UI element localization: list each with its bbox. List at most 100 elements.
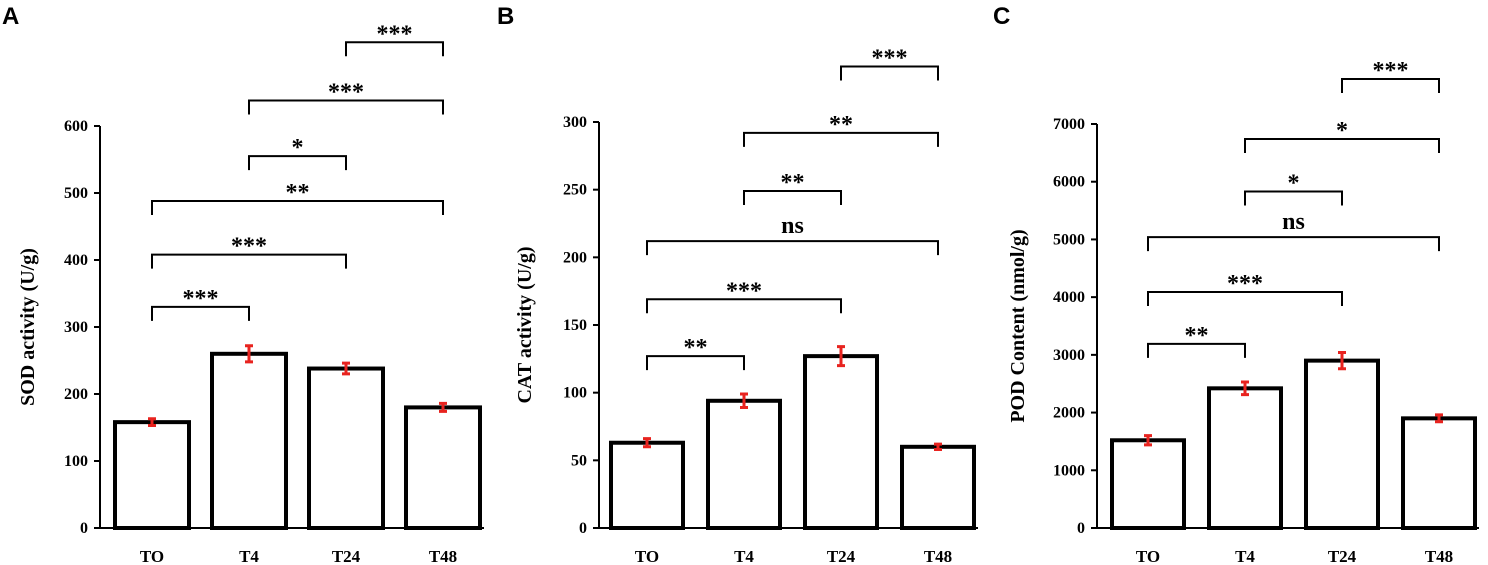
panel-c-error-bar-t48	[1435, 413, 1443, 424]
panel-b-bar-t48	[900, 444, 976, 530]
panel-a-bar-t48	[404, 405, 482, 530]
panel-b-letter: B	[497, 3, 514, 30]
panel-c-significance-label: **	[1185, 323, 1209, 349]
panel-b-y-tick-label: 200	[563, 249, 587, 266]
panel-a-y-axis-title: SOD activity (U/g)	[17, 248, 39, 406]
panel-b-error-bar-t48	[934, 442, 942, 452]
panel-a-y-tick-label: 0	[80, 520, 88, 537]
panel-b-x-tick-label-t48: T48	[924, 547, 952, 565]
panel-a-significance-bracket	[248, 99, 444, 115]
panel-a-significance-label: *	[292, 135, 304, 161]
panel-b-y-axis-title: CAT activity (U/g)	[514, 246, 536, 403]
panel-c-y-tick-label: 4000	[1053, 289, 1085, 306]
panel-b-bar-t4	[706, 398, 782, 530]
panel-c-significance-bracket	[1147, 290, 1343, 306]
panel-a-x-tick-label-t4: T4	[239, 547, 259, 565]
panel-a-error-bar-t4	[245, 344, 253, 364]
panel-c-x-tick-label-t48: T48	[1425, 547, 1453, 565]
panel-a-significance-label: **	[286, 180, 310, 206]
panel-b-significance-bracket	[743, 190, 842, 206]
panel-a-significance-label: ***	[231, 234, 267, 260]
panel-b-significance-bracket	[840, 65, 939, 81]
panel-b-y-tick-label: 0	[579, 520, 587, 537]
panel-b-significance-bracket	[646, 240, 939, 256]
panel-c-error-bar-t4	[1241, 380, 1249, 397]
panel-c-significance-label: ns	[1282, 209, 1305, 235]
panel-a-y-tick-label: 400	[64, 252, 88, 269]
panel-a-y-tick-label: 300	[64, 319, 88, 336]
panel-a-significance-label: ***	[377, 21, 413, 47]
panel-b-y-tick-label: 50	[571, 452, 587, 469]
panel-b-y-tick-label: 300	[563, 114, 587, 131]
panel-a-bar-t4	[210, 351, 288, 530]
panel-c-y-tick-label: 2000	[1053, 405, 1085, 422]
panel-c-bar-t48	[1401, 416, 1477, 531]
panel-a-significance-label: ***	[183, 286, 219, 312]
panel-a-y-tick-label: 500	[64, 185, 88, 202]
panel-b-y-tick-label: 100	[563, 385, 587, 402]
panel-a-x-tick-label-to: TO	[140, 547, 164, 565]
panel-c-error-bar-to	[1144, 434, 1152, 447]
panel-a-y-tick-label: 200	[64, 386, 88, 403]
panel-a-y-tick-label: 100	[64, 453, 88, 470]
panel-c-bar-t4	[1207, 386, 1283, 530]
panel-c-x-tick-label-t4: T4	[1235, 547, 1255, 565]
panel-c-y-axis-title: POD Content (nmol/g)	[1007, 229, 1029, 422]
panel-c-significance-label: ***	[1227, 271, 1263, 297]
panel-a-error-bar-t24	[342, 361, 350, 376]
panel-b-error-bar-t24	[837, 345, 845, 368]
panel-b-bar-t24	[803, 354, 879, 531]
panel-b-significance-label: **	[684, 335, 708, 361]
panel-b-significance-bracket	[646, 298, 842, 314]
panel-a-error-bar-to	[148, 417, 156, 427]
panel-a-x-tick-label-t24: T24	[332, 547, 361, 565]
panel-c-y-tick-label: 0	[1077, 520, 1085, 537]
panel-b-significance-label: ***	[872, 46, 908, 72]
panel-c-significance-bracket	[1244, 190, 1343, 206]
panel-b-error-bar-to	[643, 437, 651, 449]
panel-c-significance-label: *	[1288, 171, 1300, 197]
panel-c-significance-bracket	[1244, 138, 1440, 154]
panel-c-y-tick-label: 5000	[1053, 231, 1085, 248]
panel-c-x-tick-label-to: TO	[1136, 547, 1160, 565]
panel-c-error-bar-t24	[1338, 351, 1346, 371]
panel-a-bar-t24	[307, 366, 385, 531]
panel-c-significance-label: ***	[1373, 58, 1409, 84]
panel-b-significance-label: **	[829, 112, 853, 138]
panel-c-y-tick-label: 1000	[1053, 462, 1085, 479]
panel-b-significance-label: ns	[781, 213, 804, 239]
panel-b-bar-to	[609, 440, 685, 530]
panel-b-y-tick-label: 250	[563, 182, 587, 199]
panel-b-x-tick-label-t24: T24	[827, 547, 856, 565]
panel-c-significance-bracket	[1147, 236, 1440, 252]
panel-b-significance-label: ***	[726, 278, 762, 304]
panel-c-bar-to	[1110, 438, 1186, 531]
panel-a-significance-bracket	[151, 305, 250, 321]
panel-b-x-tick-label-t4: T4	[734, 547, 754, 565]
panel-c-letter: C	[993, 3, 1010, 30]
panel-a-significance-bracket	[248, 155, 347, 171]
panel-c-significance-bracket	[1147, 342, 1246, 358]
panel-c-y-tick-label: 6000	[1053, 174, 1085, 191]
panel-c-significance-bracket	[1341, 77, 1440, 93]
panel-c-bar-t24	[1304, 358, 1380, 530]
panel-c-x-tick-label-t24: T24	[1328, 547, 1357, 565]
panel-b-x-tick-label-to: TO	[635, 547, 659, 565]
panel-c-y-tick-label: 7000	[1053, 116, 1085, 133]
panel-b-significance-bracket	[743, 131, 939, 147]
panel-b-significance-bracket	[646, 355, 745, 371]
panel-b-error-bar-t4	[740, 392, 748, 410]
panel-a-significance-bracket	[345, 41, 444, 57]
panel-a-significance-bracket	[151, 253, 347, 269]
panel-b-y-tick-label: 150	[563, 317, 587, 334]
panel-a-significance-label: ***	[328, 80, 364, 106]
panel-a-y-tick-label: 600	[64, 118, 88, 135]
panel-a-bar-to	[113, 420, 191, 531]
panel-c-significance-label: *	[1336, 118, 1348, 144]
panel-a-error-bar-t48	[439, 401, 447, 413]
panel-a-significance-bracket	[151, 200, 444, 216]
panel-a-x-tick-label-t48: T48	[429, 547, 457, 565]
panel-c-y-tick-label: 3000	[1053, 347, 1085, 364]
panel-b-significance-label: **	[781, 170, 805, 196]
